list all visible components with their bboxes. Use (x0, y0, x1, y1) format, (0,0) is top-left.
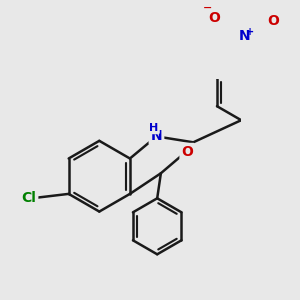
Text: H: H (149, 123, 158, 133)
Text: Cl: Cl (21, 190, 36, 205)
Text: N: N (238, 29, 250, 43)
Text: O: O (268, 14, 280, 28)
Text: O: O (209, 11, 220, 26)
Text: +: + (246, 27, 254, 37)
Text: N: N (151, 129, 162, 143)
Text: −: − (202, 3, 212, 13)
Text: O: O (182, 145, 193, 159)
